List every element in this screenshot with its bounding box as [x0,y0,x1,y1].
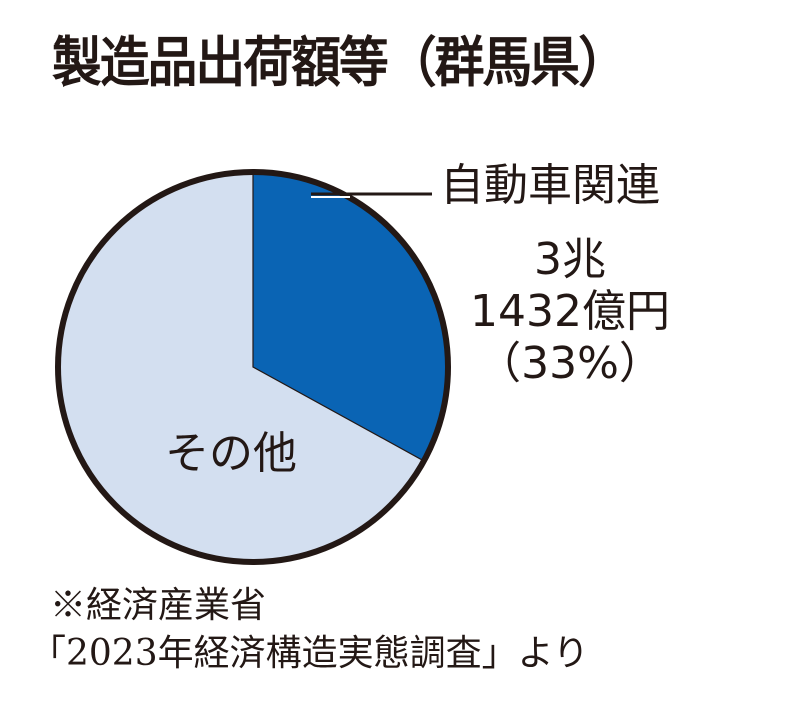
value-line-3: （33%） [477,338,663,389]
value-line-2: 1432億円 [470,286,670,337]
value-line-1: 3兆 [534,234,606,285]
source-note: ※経済産業省 「2023年経済構造実態調査」より [30,582,589,678]
chart-title: 製造品出荷額等（群馬県） [52,31,628,94]
pie-outline [55,169,451,565]
source-line-2: 「2023年経済構造実態調査」より [30,633,589,674]
slice-label-auto: 自動車関連 [440,160,660,211]
source-line-1: ※経済産業省 [50,585,267,626]
slice-label-other: その他 [165,428,297,479]
slice-value-auto: 3兆 1432億円 （33%） [450,234,690,390]
